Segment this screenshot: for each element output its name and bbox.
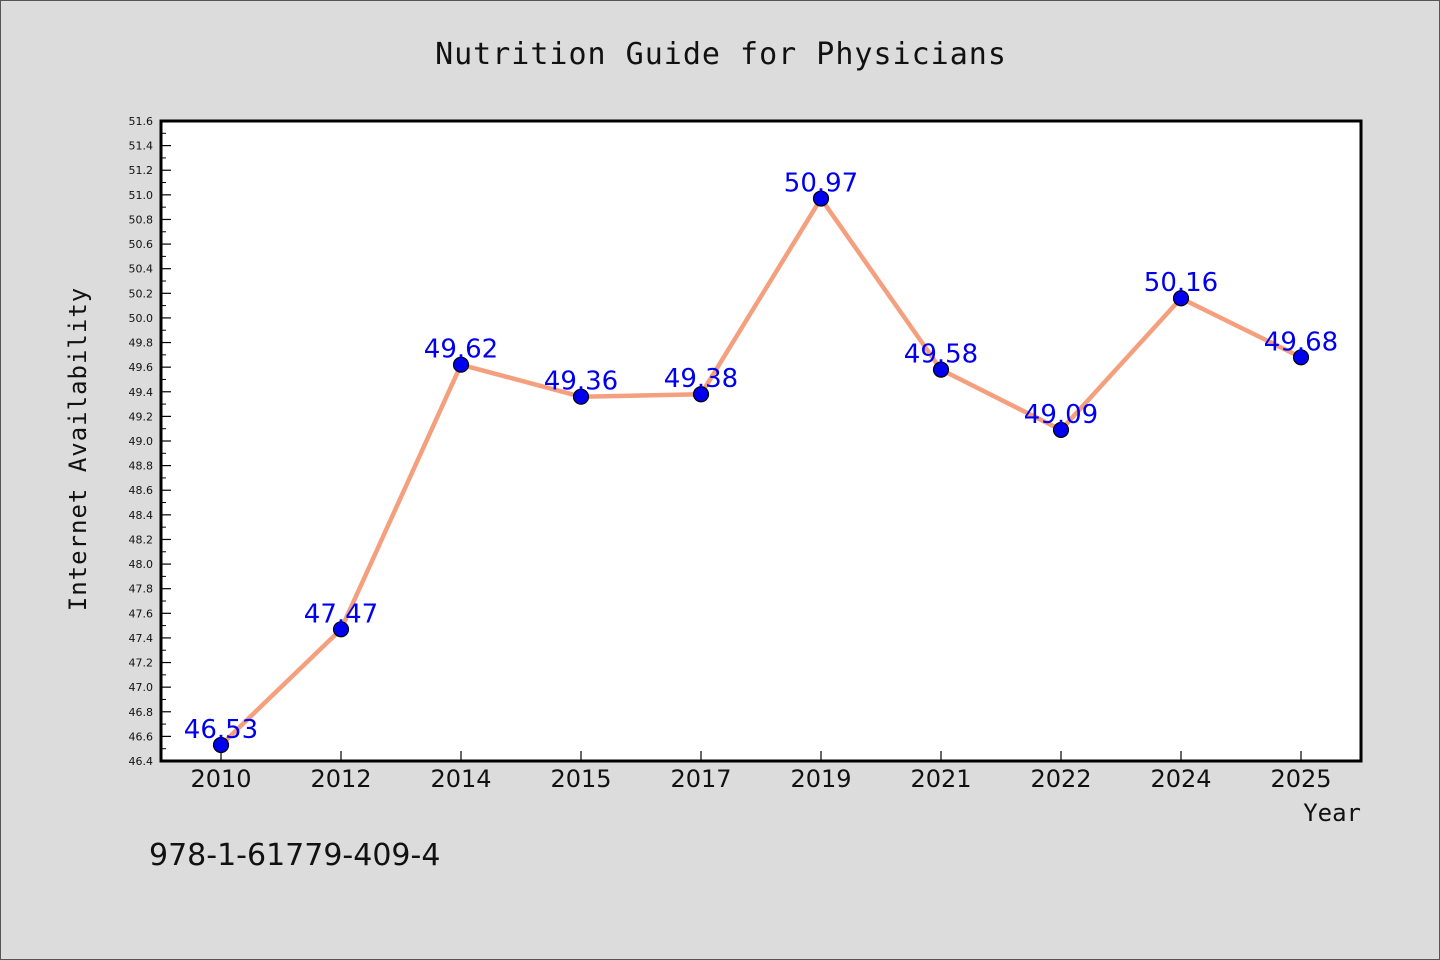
y-tick-label: 46.8 (129, 706, 154, 719)
data-label: 50.97 (784, 169, 858, 199)
x-axis-label: Year (1303, 799, 1361, 827)
y-tick-label: 47.0 (129, 681, 154, 694)
y-tick-label: 48.0 (129, 558, 154, 571)
y-tick-label: 50.8 (129, 213, 154, 226)
y-tick-label: 50.2 (129, 287, 154, 300)
y-tick-label: 50.6 (129, 238, 154, 251)
y-tick-label: 48.4 (129, 509, 154, 522)
y-tick-label: 51.2 (129, 164, 154, 177)
data-label: 46.53 (184, 715, 258, 745)
data-point (1172, 290, 1190, 307)
footer-isbn: 978-1-61779-409-4 (149, 838, 440, 873)
y-tick-label: 47.8 (129, 583, 154, 596)
data-point (1052, 421, 1070, 439)
data-point (812, 190, 830, 207)
y-tick-label: 49.8 (129, 337, 154, 350)
y-tick-label: 50.0 (129, 312, 154, 325)
x-tick-label: 2012 (310, 765, 371, 793)
x-tick-label: 2024 (1150, 765, 1211, 793)
data-label: 49.36 (544, 367, 618, 397)
series-layer: 46.53 47.47 49.62 49.36 49.38 50.97 49.58 49.09… (184, 169, 1338, 754)
y-tick-label: 51.4 (129, 140, 154, 153)
data-label: 49.58 (904, 340, 978, 370)
x-tick-label: 2022 (1030, 765, 1091, 793)
y-tick-label: 49.0 (129, 435, 154, 448)
x-tick-label: 2014 (430, 765, 491, 793)
data-point (572, 388, 590, 405)
x-axis: 2010 2012 2014 2015 2017 2019 2021 2022 2024 2025 (190, 751, 1332, 793)
y-tick-label: 49.2 (129, 410, 154, 423)
y-tick-label: 51.0 (129, 189, 154, 202)
data-label: 49.09 (1024, 400, 1098, 430)
y-tick-label: 47.4 (129, 632, 154, 645)
x-tick-label: 2015 (550, 765, 611, 793)
data-label: 49.62 (424, 335, 498, 365)
chart-title: Nutrition Guide for Physicians (435, 37, 1007, 72)
data-point (1292, 349, 1310, 366)
data-point (692, 386, 710, 403)
y-tick-label: 46.6 (129, 730, 154, 743)
x-tick-label: 2025 (1270, 765, 1331, 793)
y-tick-label: 50.4 (129, 263, 154, 276)
y-tick-label: 49.4 (129, 386, 154, 399)
data-point (932, 361, 950, 378)
data-point (332, 621, 350, 638)
y-tick-label: 48.6 (129, 484, 154, 497)
y-tick-label: 47.2 (129, 657, 154, 670)
y-tick-label: 51.6 (129, 115, 154, 128)
data-label: 49.68 (1264, 327, 1338, 357)
data-label: 50.16 (1144, 268, 1218, 298)
plot-area (159, 119, 1363, 763)
y-tick-label: 47.6 (129, 607, 154, 620)
x-tick-label: 2019 (790, 765, 851, 793)
y-tick-label: 48.2 (129, 533, 154, 546)
data-label: 49.38 (664, 364, 738, 394)
data-label: 47.47 (304, 599, 378, 629)
x-tick-label: 2021 (910, 765, 971, 793)
x-tick-label: 2017 (670, 765, 731, 793)
series-line (218, 196, 1304, 748)
y-tick-label: 48.8 (129, 460, 154, 473)
data-point (452, 356, 470, 373)
y-axis-label: Internet Availability (64, 287, 92, 611)
y-tick-label: 49.6 (129, 361, 154, 374)
data-point (212, 736, 230, 754)
y-tick-label: 46.4 (129, 755, 154, 768)
y-axis: 46.4 46.6 46.8 47.0 47.2 47.4 47.6 47.8 48.0 48.2… (129, 115, 171, 768)
x-tick-label: 2010 (190, 765, 251, 793)
